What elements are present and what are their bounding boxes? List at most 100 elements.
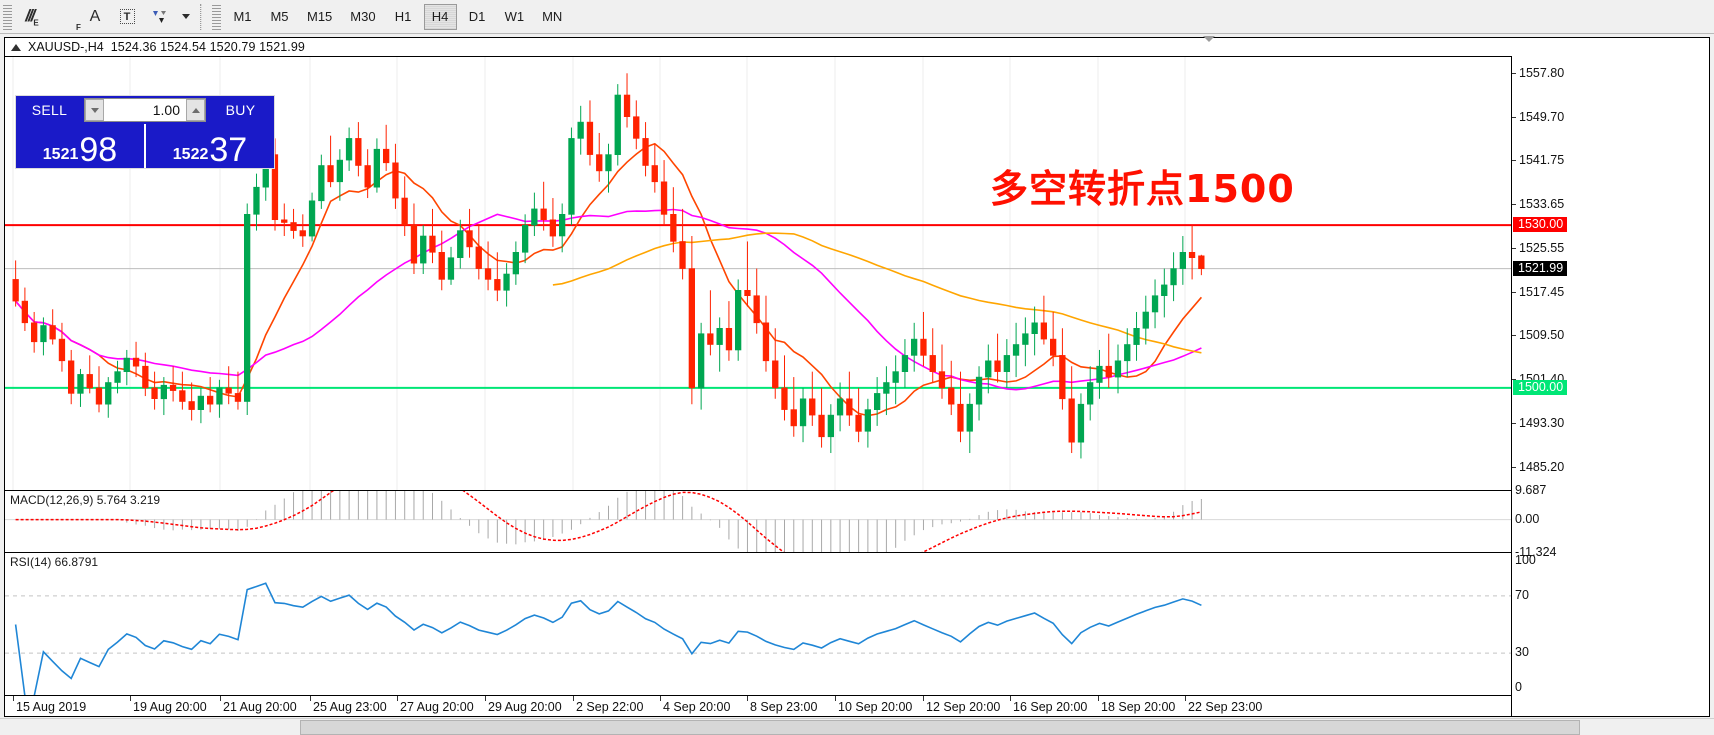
buy-price-display[interactable]: 1522 37 [146,124,274,168]
time-tick-label: 16 Sep 20:00 [1013,700,1088,714]
time-tick-mark [310,696,311,701]
chart-ohlc-label: 1524.36 1524.54 1520.79 1521.99 [110,40,305,54]
chart-annotation-text: 多空转折点1500 [990,167,1295,211]
time-tick-label: 4 Sep 20:00 [663,700,731,714]
chart-area[interactable]: XAUUSD-,H4 1524.36 1524.54 1520.79 1521.… [4,37,1710,717]
trade-panel-top-row: SELL 1.00 BUY [16,96,274,124]
price-tick-label: 1493.30 [1512,416,1564,430]
buy-price-pips: 37 [209,131,248,169]
timeframe-button-m15[interactable]: M15 [307,9,333,24]
trade-panel-prices-row: 1521 98 1522 37 [16,124,274,168]
chart-header: XAUUSD-,H4 1524.36 1524.54 1520.79 1521.… [5,38,1709,56]
one-click-trading-panel[interactable]: SELL 1.00 BUY 1521 98 1522 37 [15,95,275,169]
chart-symbol-label: XAUUSD-,H4 [28,40,104,54]
macd-chart-svg [5,491,1511,553]
macd-pane[interactable]: MACD(12,26,9) 5.764 3.219 [5,490,1511,553]
time-tick-mark [485,696,486,701]
volume-stepper[interactable]: 1.00 [84,98,206,122]
macd-tick-label: 0.00 [1515,511,1540,526]
price-tick-label: 1485.20 [1512,460,1564,474]
text-box-icon[interactable]: T [112,3,142,31]
rsi-tick-label: 100 [1515,553,1536,567]
rsi-tick-label: 30 [1515,645,1529,660]
timeframe-button-h1[interactable]: H1 [394,9,412,24]
buy-button[interactable]: BUY [225,102,256,118]
time-tick-mark [923,696,924,701]
price-tick-label: 1525.55 [1512,241,1564,255]
rsi-pane[interactable]: RSI(14) 66.8791 [5,552,1511,696]
sell-button[interactable]: SELL [31,102,68,118]
volume-decrease-button[interactable] [85,99,104,121]
price-chart-svg [5,57,1511,491]
expert-advisors-icon[interactable]: ///E [25,5,39,28]
timeframe-button-d1[interactable]: D1 [468,9,486,24]
shapes-icon[interactable] [144,3,174,31]
chart-collapse-icon[interactable] [1203,36,1215,42]
time-tick-mark [220,696,221,701]
time-axis: 15 Aug 2019 19 Aug 20:00 21 Aug 20:00 25 Au… [5,695,1511,716]
macd-tick-label: -11.324 [1515,545,1557,559]
time-tick-label: 27 Aug 20:00 [400,700,474,714]
rsi-label: RSI(14) 66.8791 [10,555,99,569]
time-tick-mark [747,696,748,701]
time-tick-mark [660,696,661,701]
time-tick-mark [1185,696,1186,701]
time-tick-mark [1098,696,1099,701]
toolbar-grip[interactable] [3,2,12,31]
time-tick-label: 29 Aug 20:00 [488,700,562,714]
text-label-icon[interactable]: A [89,7,101,25]
time-tick-label: 2 Sep 22:00 [576,700,644,714]
price-scale-axis[interactable]: 1557.80 1549.70 1541.75 1533.65 1525.55 1517.… [1511,56,1709,716]
main-toolbar: ///E F A T M1 M5 M15 M30 H1 H4 D1 W1 MN [0,0,1714,34]
time-tick-label: 18 Sep 20:00 [1101,700,1176,714]
toolbar-separator [200,3,202,30]
time-tick-mark [130,696,131,701]
buy-price-prefix: 1522 [172,146,209,163]
time-tick-mark [835,696,836,701]
shapes-dropdown-icon[interactable] [176,3,192,31]
price-tick-label: 1509.50 [1512,328,1564,342]
timeframe-grip[interactable] [212,2,221,31]
volume-input[interactable]: 1.00 [104,99,186,121]
scrollbar-thumb[interactable] [300,720,1580,735]
macd-label: MACD(12,26,9) 5.764 3.219 [10,493,161,507]
sell-price-display[interactable]: 1521 98 [16,124,146,168]
rsi-tick-label: 0 [1515,680,1522,694]
timeframe-group: M1 M5 M15 M30 H1 H4 D1 W1 MN [224,3,571,30]
rsi-tick-label: 70 [1515,587,1529,602]
resistance-price-tag: 1530.00 [1513,217,1568,233]
timeframe-button-h4[interactable]: H4 [423,3,457,30]
timeframe-button-w1[interactable]: W1 [504,9,525,24]
sell-price-pips: 98 [79,131,118,169]
chart-expand-icon[interactable] [11,43,21,51]
macd-tick-label: 9.687 [1515,483,1547,497]
price-tick-label: 1549.70 [1512,110,1564,124]
time-tick-label: 12 Sep 20:00 [926,700,1001,714]
price-tick-label: 1517.45 [1512,285,1564,299]
time-tick-label: 15 Aug 2019 [16,700,87,714]
timeframe-button-m30[interactable]: M30 [350,9,376,24]
price-tick-label: 1541.75 [1512,153,1564,167]
horizontal-scrollbar[interactable] [0,718,1714,735]
sell-price-prefix: 1521 [42,146,79,163]
price-tick-label: 1533.65 [1512,197,1564,211]
time-tick-label: 10 Sep 20:00 [838,700,913,714]
time-tick-mark [1010,696,1011,701]
timeframe-button-m5[interactable]: M5 [270,9,289,24]
time-tick-label: 21 Aug 20:00 [223,700,297,714]
current-price-tag: 1521.99 [1513,260,1568,276]
time-tick-label: 8 Sep 23:00 [750,700,818,714]
time-tick-mark [397,696,398,701]
support-price-tag: 1500.00 [1513,379,1568,395]
crosshair-grid-icon[interactable]: F [76,22,81,32]
price-tick-label: 1557.80 [1512,66,1564,80]
timeframe-button-mn[interactable]: MN [542,9,563,24]
rsi-chart-svg [5,582,1511,696]
time-tick-mark [573,696,574,701]
time-tick-label: 22 Sep 23:00 [1188,700,1263,714]
volume-increase-button[interactable] [186,99,205,121]
timeframe-button-m1[interactable]: M1 [233,9,252,24]
time-tick-label: 25 Aug 23:00 [313,700,387,714]
time-tick-label: 19 Aug 20:00 [133,700,207,714]
